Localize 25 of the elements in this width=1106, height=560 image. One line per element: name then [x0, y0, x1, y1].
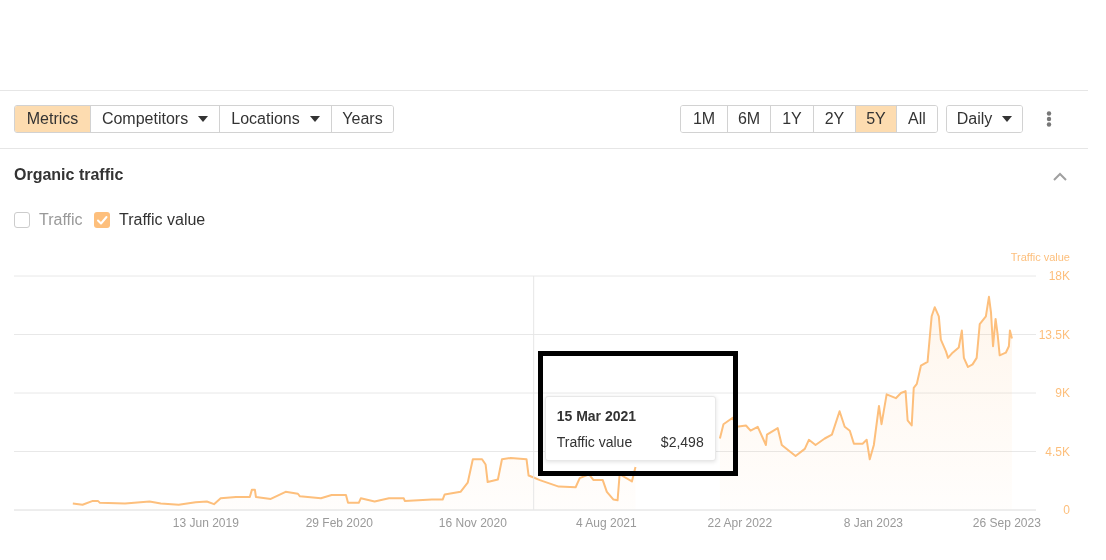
chart-title: Organic traffic — [14, 166, 124, 184]
y-tick-label: 18K — [1048, 269, 1070, 283]
x-tick-label: 13 Jun 2019 — [172, 515, 240, 530]
toggle-button: 5Y — [855, 106, 896, 132]
x-tick-label: 4 Aug 2021 — [575, 515, 638, 530]
toggle-button: All — [896, 106, 937, 132]
y-tick-label: 9K — [1055, 386, 1070, 400]
x-tick-label: 29 Feb 2020 — [305, 515, 374, 530]
x-tick-label: 16 Nov 2020 — [438, 515, 508, 530]
tooltip-card: 15 Mar 2021 Traffic value $2,498 — [544, 396, 716, 461]
annotation: Traffic value — [556, 434, 633, 450]
text: Traffic — [39, 211, 83, 229]
y-axis-title: Traffic value — [1010, 251, 1070, 263]
dropdown-button: Daily — [947, 106, 1022, 132]
x-tick-label: 8 Jan 2023 — [843, 515, 904, 530]
y-tick-label: 0 — [1063, 503, 1071, 517]
toggle-button: Years — [331, 106, 393, 132]
x-tick-label: 22 Apr 2022 — [707, 515, 773, 530]
annotation: 15 Mar 2021 — [556, 408, 638, 424]
legend-label: Traffic value — [119, 211, 206, 229]
y-tick-label: 13.5K — [1038, 327, 1070, 342]
y-tick-label: 4.5K — [1045, 444, 1070, 459]
annotation: $2,498 — [660, 434, 704, 450]
x-tick-label: 26 Sep 2023 — [972, 515, 1042, 530]
toggle-button: Metrics — [15, 106, 90, 132]
